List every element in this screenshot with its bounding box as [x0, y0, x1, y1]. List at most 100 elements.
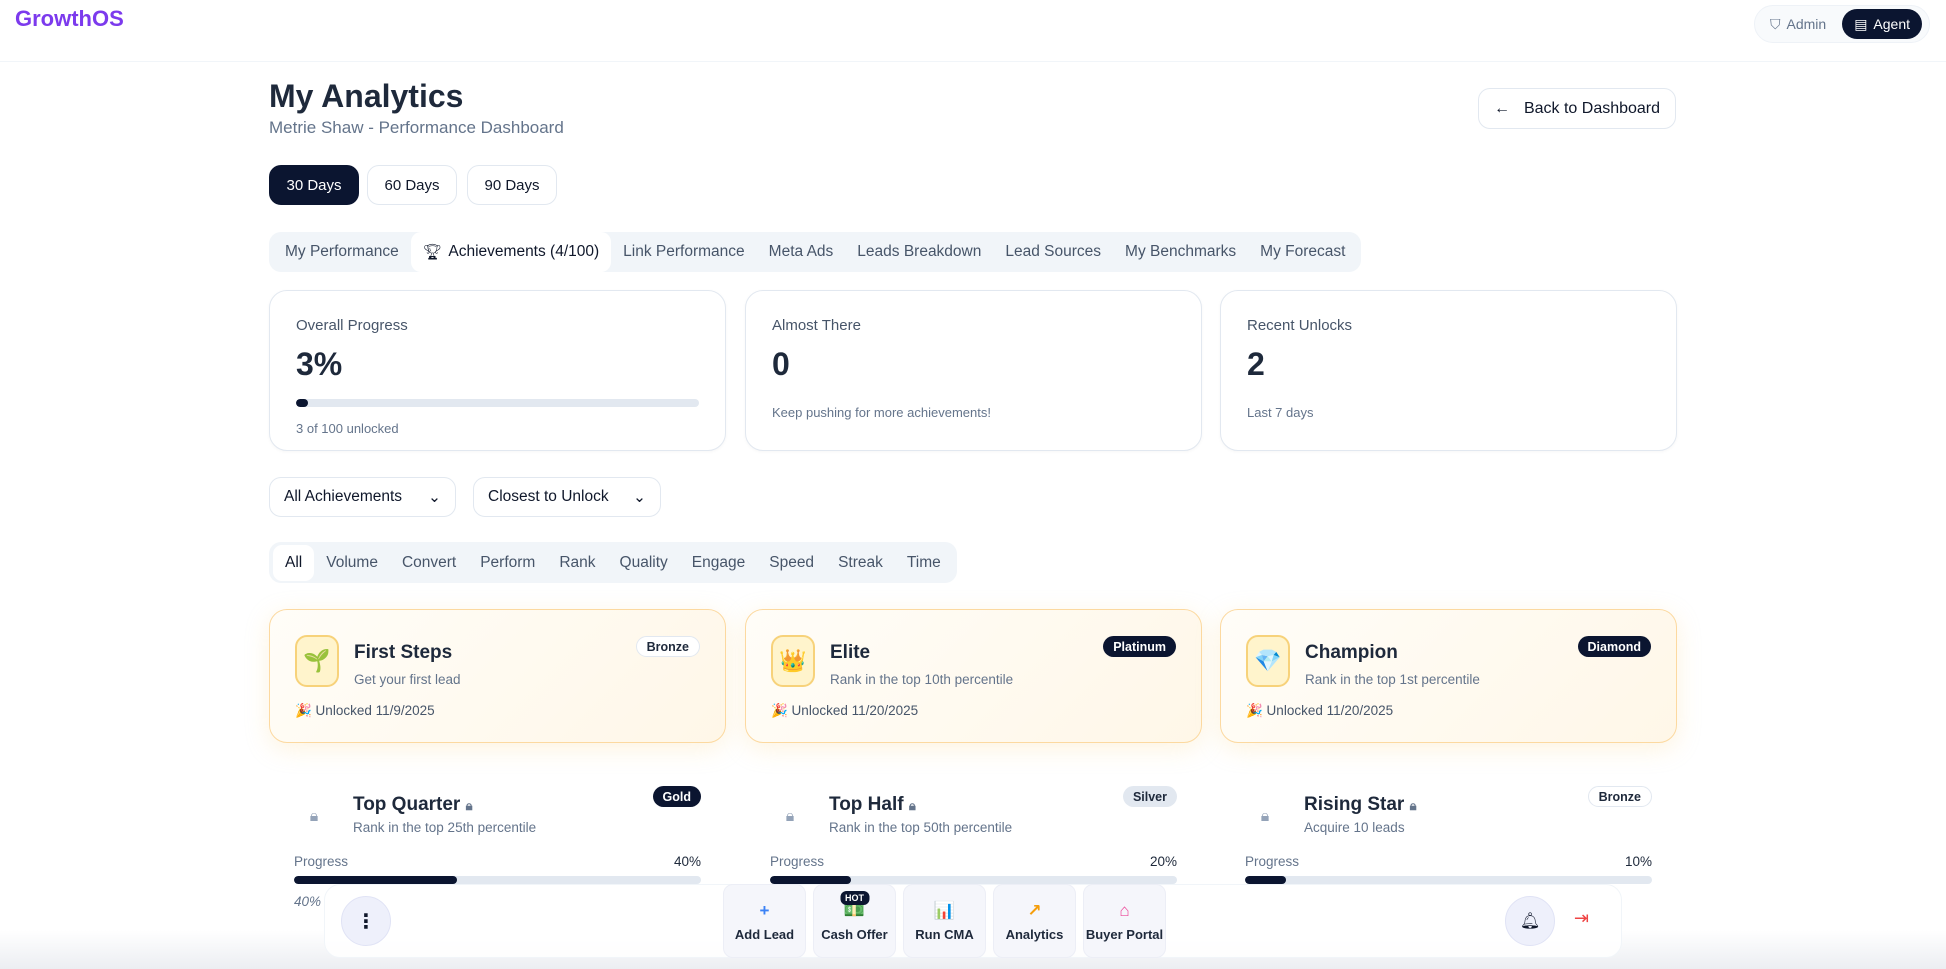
chevron-down-icon: ⌄ — [633, 488, 646, 506]
category-volume[interactable]: Volume — [326, 553, 378, 571]
lock-icon: 🔒︎ — [1409, 798, 1417, 813]
chevron-down-icon: ⌄ — [428, 488, 441, 506]
unlock-date: 🎉 Unlocked 11/20/2025 — [1246, 703, 1394, 718]
achievement-title: Top Quarter — [353, 794, 461, 815]
achievement-type-dropdown[interactable]: All Achievements ⌄ — [269, 477, 456, 517]
tab-my-performance[interactable]: My Performance — [285, 243, 399, 260]
logo[interactable]: GrowthOS — [15, 6, 124, 31]
tier-badge: Bronze — [1587, 786, 1652, 807]
locked-achievement-card[interactable]: 🔒︎ Top Quarter 🔒︎ Rank in the top 25th p… — [269, 776, 726, 936]
category-tabs: All Volume Convert Perform Rank Quality Engage… — [269, 542, 957, 583]
bar-chart-icon: 📊 — [933, 900, 956, 920]
achievement-title-row: Top Quarter 🔒︎ — [353, 794, 473, 816]
tier-badge: Gold — [652, 786, 701, 807]
dropdown-value: Closest to Unlock — [488, 488, 609, 505]
category-streak[interactable]: Streak — [838, 553, 883, 571]
stat-value: 0 — [772, 346, 790, 382]
category-rank[interactable]: Rank — [559, 553, 596, 571]
dock-add-lead-button[interactable]: + Add Lead — [723, 884, 806, 958]
category-perform[interactable]: Perform — [480, 553, 536, 571]
dock-label: Add Lead — [734, 926, 795, 942]
dock-analytics-button[interactable]: ↗ Analytics — [993, 884, 1076, 958]
stat-label: Almost There — [772, 317, 861, 334]
progress-label: Progress — [770, 854, 825, 869]
tier-badge: Platinum — [1103, 636, 1176, 657]
role-switcher: ⛉ Admin ▤ Agent — [1754, 5, 1930, 43]
category-quality[interactable]: Quality — [619, 553, 668, 571]
achievement-desc: Rank in the top 1st percentile — [1305, 672, 1480, 687]
category-engage[interactable]: Engage — [691, 553, 746, 571]
progress-label: Progress — [294, 854, 349, 869]
category-all[interactable]: All — [273, 544, 315, 581]
bell-icon: 🔔︎ — [1519, 913, 1541, 930]
dock-run-cma-button[interactable]: 📊 Run CMA — [903, 884, 986, 958]
achievement-title: First Steps — [354, 642, 453, 663]
dock-label: Cash Offer — [821, 926, 888, 942]
period-90-days[interactable]: 90 Days — [467, 165, 557, 205]
tier-badge: Diamond — [1577, 636, 1651, 657]
progress-label: Progress — [1245, 854, 1300, 869]
tab-link-performance[interactable]: Link Performance — [623, 243, 745, 260]
progress-fill — [1245, 876, 1286, 884]
more-menu-button[interactable]: ⋮ — [341, 896, 391, 946]
period-30-days[interactable]: 30 Days — [269, 165, 359, 205]
sort-dropdown[interactable]: Closest to Unlock ⌄ — [473, 477, 661, 517]
category-speed[interactable]: Speed — [769, 553, 815, 571]
progress-bar — [296, 399, 699, 407]
cash-icon: 💵 — [843, 900, 866, 920]
locked-achievement-card[interactable]: 🔒︎ Top Half 🔒︎ Rank in the top 50th perc… — [745, 776, 1202, 936]
achievement-title-row: Rising Star 🔒︎ — [1304, 794, 1417, 816]
unlock-date: 🎉 Unlocked 11/20/2025 — [771, 703, 919, 718]
achievement-card[interactable]: 👑 Elite Rank in the top 10th percentile … — [745, 609, 1202, 743]
analytics-tabs: My Performance 🏆︎ Achievements (4/100) Li… — [269, 232, 1362, 272]
period-60-days[interactable]: 60 Days — [367, 165, 457, 205]
lock-icon: 🔒︎ — [465, 798, 473, 813]
achievement-icon: 🌱 — [295, 635, 339, 687]
tab-my-forecast[interactable]: My Forecast — [1260, 243, 1346, 260]
category-convert[interactable]: Convert — [401, 553, 457, 571]
progress-value: 20% — [1149, 854, 1177, 869]
role-agent[interactable]: ▤ Agent — [1842, 9, 1923, 39]
tab-lead-sources[interactable]: Lead Sources — [1005, 243, 1102, 260]
trending-up-icon: ↗ — [1027, 900, 1042, 920]
progress-bar — [294, 876, 701, 884]
achievement-title: Rising Star — [1304, 794, 1405, 815]
locked-achievement-card[interactable]: 🔒︎ Rising Star 🔒︎ Acquire 10 leads Bronz… — [1220, 776, 1677, 936]
top-bar — [0, 0, 1946, 62]
stat-note: 3 of 100 unlocked — [296, 421, 399, 436]
achievement-desc: Rank in the top 10th percentile — [830, 672, 1014, 687]
hot-badge: HOT — [840, 891, 869, 905]
tab-meta-ads[interactable]: Meta Ads — [768, 243, 834, 260]
tab-my-benchmarks[interactable]: My Benchmarks — [1125, 243, 1237, 260]
arrow-left-icon: ← — [1493, 99, 1510, 117]
dock-buyer-portal-button[interactable]: ⌂ Buyer Portal — [1083, 884, 1166, 958]
progress-fill — [294, 876, 457, 884]
unlock-date: 🎉 Unlocked 11/9/2025 — [295, 703, 435, 718]
role-admin[interactable]: ⛉ Admin — [1770, 15, 1827, 33]
achievement-icon: 💎 — [1246, 635, 1290, 687]
tab-achievements[interactable]: 🏆︎ Achievements (4/100) — [410, 232, 612, 272]
dock-cash-offer-button[interactable]: HOT 💵 Cash Offer — [813, 884, 896, 958]
lock-icon: 🔒︎ — [309, 808, 319, 825]
achievement-card[interactable]: 💎 Champion Rank in the top 1st percentil… — [1220, 609, 1677, 743]
tier-badge: Bronze — [635, 636, 700, 657]
progress-fill — [296, 399, 309, 407]
progress-bar — [1245, 876, 1652, 884]
dropdown-value: All Achievements — [284, 488, 403, 505]
achievement-title: Elite — [830, 642, 871, 663]
logout-button[interactable]: ⇥ — [1574, 908, 1589, 929]
notifications-button[interactable]: 🔔︎ — [1505, 896, 1555, 946]
achievement-card[interactable]: 🌱 First Steps Get your first lead 🎉 Unlo… — [269, 609, 726, 743]
page-subtitle: Metrie Shaw - Performance Dashboard — [269, 118, 564, 137]
dock-label: Run CMA — [915, 926, 974, 942]
trophy-icon: 🏆︎ — [422, 243, 443, 261]
achievement-title: Champion — [1305, 642, 1398, 663]
stat-value: 3% — [296, 346, 343, 382]
progress-extra: 40% — [294, 894, 322, 909]
progress-value: 40% — [673, 854, 701, 869]
tab-leads-breakdown[interactable]: Leads Breakdown — [857, 243, 982, 260]
category-time[interactable]: Time — [906, 553, 941, 571]
stat-almost-there: Almost There 0 Keep pushing for more ach… — [745, 290, 1202, 451]
lock-icon: 🔒︎ — [785, 808, 795, 825]
back-to-dashboard-button[interactable]: ← Back to Dashboard — [1478, 88, 1676, 129]
